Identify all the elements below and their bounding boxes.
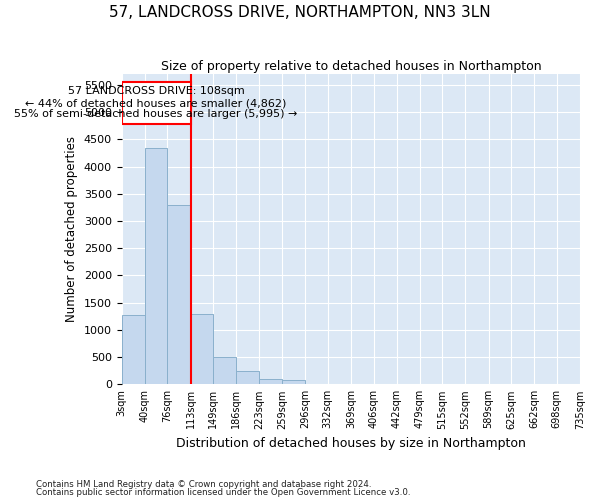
Bar: [167, 205, 191, 384]
Text: Contains public sector information licensed under the Open Government Licence v3: Contains public sector information licen…: [36, 488, 410, 497]
Bar: [145, 148, 167, 384]
Bar: [191, 314, 213, 384]
X-axis label: Distribution of detached houses by size in Northampton: Distribution of detached houses by size …: [176, 437, 526, 450]
Y-axis label: Number of detached properties: Number of detached properties: [65, 136, 79, 322]
Bar: [282, 380, 305, 384]
Bar: [259, 379, 282, 384]
Text: 55% of semi-detached houses are larger (5,995) →: 55% of semi-detached houses are larger (…: [14, 110, 298, 120]
Bar: [213, 357, 236, 384]
Bar: [236, 370, 259, 384]
Bar: [122, 314, 145, 384]
Text: 57 LANDCROSS DRIVE: 108sqm: 57 LANDCROSS DRIVE: 108sqm: [68, 86, 245, 96]
Text: ← 44% of detached houses are smaller (4,862): ← 44% of detached houses are smaller (4,…: [25, 98, 287, 108]
Text: Contains HM Land Registry data © Crown copyright and database right 2024.: Contains HM Land Registry data © Crown c…: [36, 480, 371, 489]
Bar: [122, 82, 191, 124]
Text: 57, LANDCROSS DRIVE, NORTHAMPTON, NN3 3LN: 57, LANDCROSS DRIVE, NORTHAMPTON, NN3 3L…: [109, 5, 491, 20]
Title: Size of property relative to detached houses in Northampton: Size of property relative to detached ho…: [161, 60, 541, 73]
